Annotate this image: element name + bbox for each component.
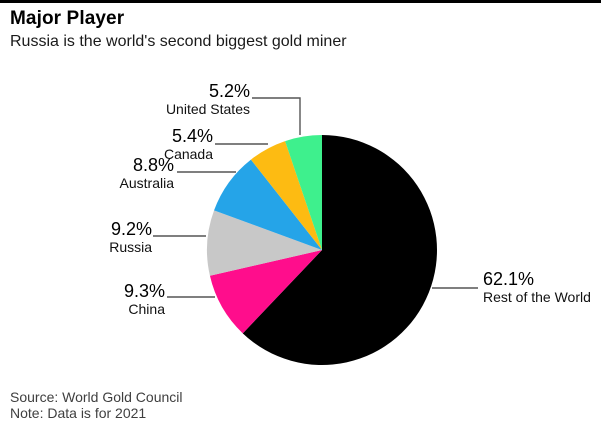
callout-canada: 5.4% Canada xyxy=(164,127,213,162)
leader-lines xyxy=(153,97,478,298)
callout-value-russia: 9.2% xyxy=(110,219,152,239)
pie-slice-russia xyxy=(207,210,322,276)
pie-slice-australia xyxy=(214,159,322,250)
callout-value-australia: 8.8% xyxy=(132,155,174,175)
pie-slice-rest-of-the-world xyxy=(242,135,437,365)
callout-label-rest-of-the-world: Rest of the World xyxy=(483,289,591,305)
callout-value-china: 9.3% xyxy=(123,281,165,301)
callout-australia: 8.8% Australia xyxy=(120,156,174,191)
callout-rest-of-the-world: 62.1% Rest of the World xyxy=(483,270,591,305)
callout-russia: 9.2% Russia xyxy=(109,220,152,255)
callout-label-united-states: United States xyxy=(165,101,250,117)
callout-label-china: China xyxy=(128,301,165,317)
pie-slice-canada xyxy=(250,141,322,250)
callout-china: 9.3% China xyxy=(124,282,165,317)
pie-slice-united-states xyxy=(285,135,322,250)
footnotes: Source: World Gold Council Note: Data is… xyxy=(10,389,182,421)
callout-label-russia: Russia xyxy=(109,239,152,255)
callout-value-canada: 5.4% xyxy=(171,126,213,146)
note-text: Note: Data is for 2021 xyxy=(10,405,147,421)
callout-value-rest-of-the-world: 62.1% xyxy=(483,269,535,289)
pie-slice-china xyxy=(209,250,322,334)
callout-united-states: 5.2% United States xyxy=(166,82,250,117)
top-accent-bar xyxy=(0,0,601,3)
callout-value-united-states: 5.2% xyxy=(208,81,250,101)
chart-title: Major Player xyxy=(10,8,125,29)
leader-line-united-states xyxy=(252,97,301,135)
callout-label-canada: Canada xyxy=(163,146,213,162)
source-text: Source: World Gold Council xyxy=(10,389,183,405)
pie-slices xyxy=(207,135,437,365)
callout-label-australia: Australia xyxy=(119,175,174,191)
chart-subtitle: Russia is the world's second biggest gol… xyxy=(10,33,347,50)
